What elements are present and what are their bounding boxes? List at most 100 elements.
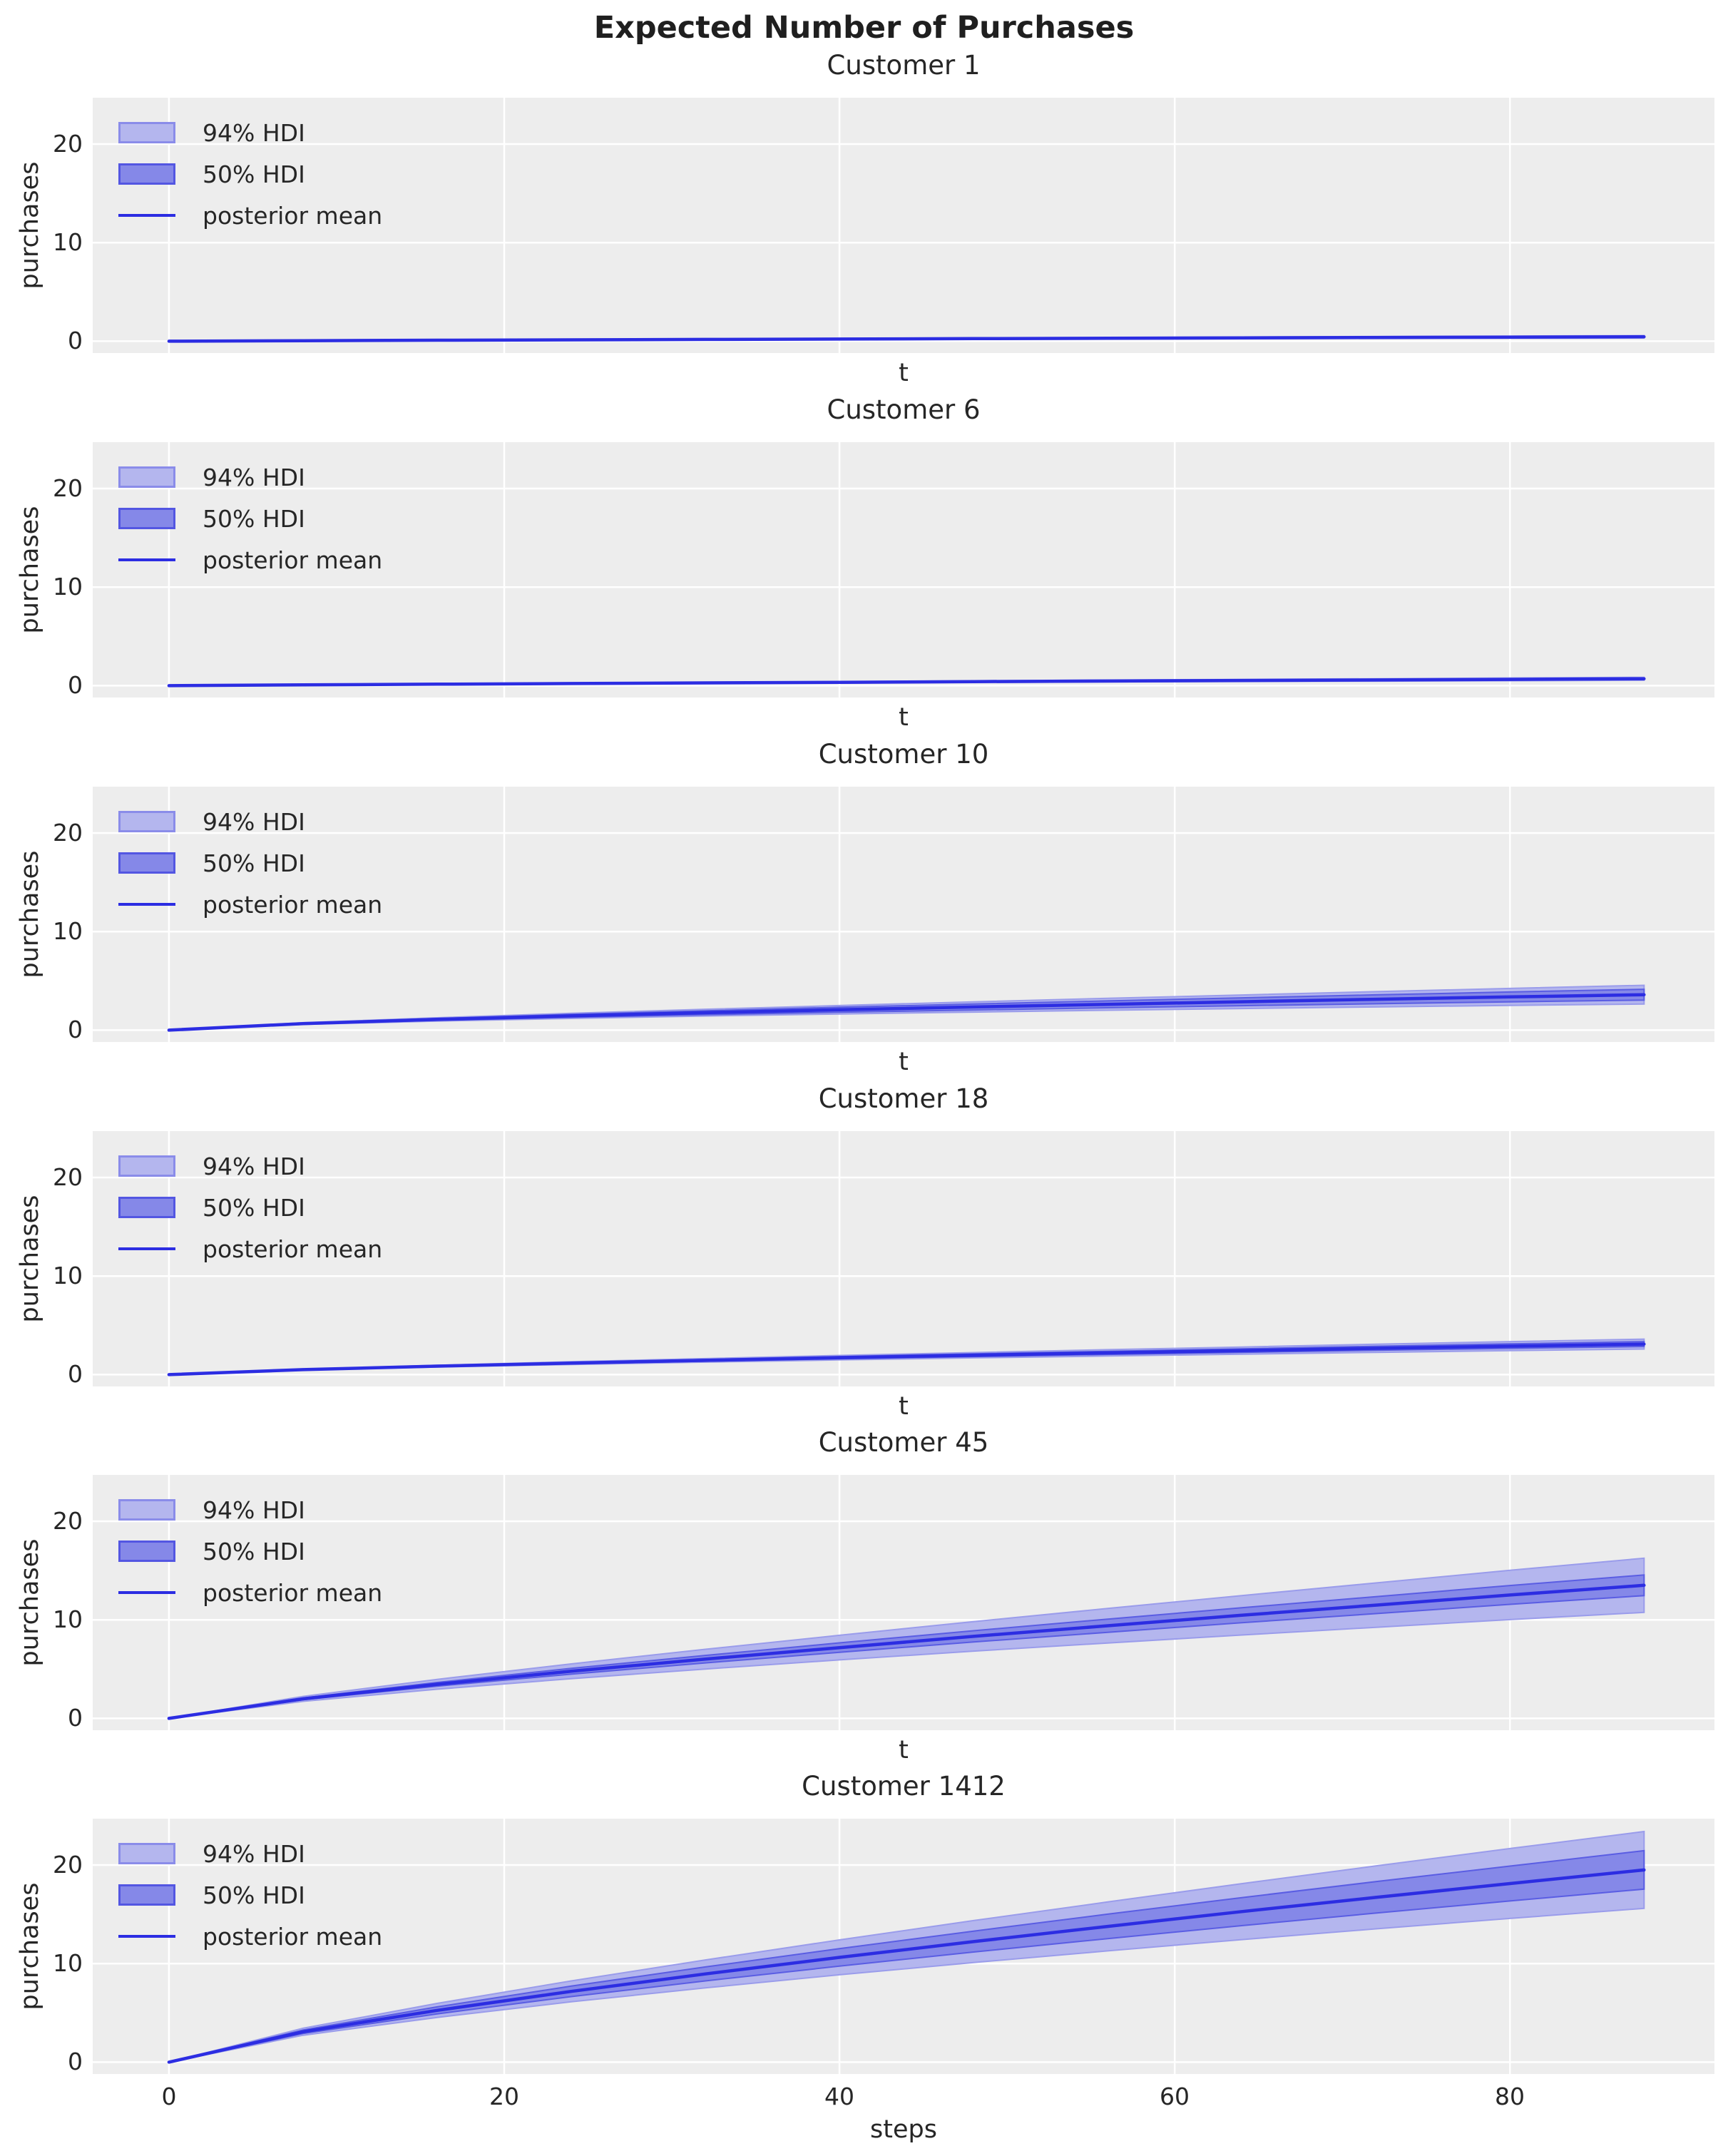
subplot-title: Customer 10 (818, 739, 989, 770)
y-axis-label: purchases (16, 1195, 44, 1323)
legend-label: 94% HDI (203, 1839, 305, 1868)
legend-label: 50% HDI (203, 1881, 305, 1909)
hdi94-swatch-icon (118, 466, 175, 488)
plot-area: 94% HDI 50% HDI posterior mean (93, 1475, 1714, 1730)
legend-label: 50% HDI (203, 1193, 305, 1222)
plot-area: 94% HDI 50% HDI posterior mean (93, 98, 1714, 353)
legend-label: 94% HDI (203, 1496, 305, 1524)
legend-label: 50% HDI (203, 160, 305, 188)
plot-area: 94% HDI 50% HDI posterior mean (93, 1819, 1714, 2074)
y-tick-label: 10 (53, 1949, 83, 1977)
legend: 94% HDI 50% HDI posterior mean (118, 112, 382, 236)
x-axis-label: t (899, 1392, 909, 1421)
legend: 94% HDI 50% HDI posterior mean (118, 1145, 382, 1269)
y-tick-label: 10 (53, 1605, 83, 1633)
legend-label: 94% HDI (203, 463, 305, 491)
y-tick-label: 10 (53, 1262, 83, 1289)
y-tick-label: 0 (68, 671, 83, 699)
legend-label: posterior mean (203, 890, 383, 919)
plot-area: 94% HDI 50% HDI posterior mean (93, 787, 1714, 1042)
legend-row-50-hdi: 50% HDI (118, 1874, 382, 1916)
mean-line-swatch-icon (118, 1591, 175, 1594)
legend-row-94-hdi: 94% HDI (118, 1489, 382, 1531)
hdi50-swatch-icon (118, 852, 175, 874)
x-tick-label: 80 (1495, 2083, 1525, 2110)
plot-canvas (93, 1819, 1714, 2074)
subplot-title: Customer 6 (827, 394, 981, 425)
y-axis-label: purchases (16, 850, 44, 979)
y-tick-label: 20 (53, 1163, 83, 1191)
mean-line-swatch-icon (118, 214, 175, 217)
legend-row-posterior-mean: posterior mean (118, 539, 382, 581)
y-tick-label: 20 (53, 819, 83, 847)
figure-title: Expected Number of Purchases (593, 10, 1135, 46)
y-tick-label: 0 (68, 327, 83, 354)
legend-row-posterior-mean: posterior mean (118, 1572, 382, 1613)
hdi94-swatch-icon (118, 1499, 175, 1521)
y-axis-label: purchases (16, 1538, 44, 1667)
x-tick-label: 40 (824, 2083, 854, 2110)
x-tick-label: 60 (1160, 2083, 1190, 2110)
mean-line-swatch-icon (118, 903, 175, 906)
legend-row-posterior-mean: posterior mean (118, 1916, 382, 1957)
legend-row-94-hdi: 94% HDI (118, 456, 382, 498)
hdi50-swatch-icon (118, 508, 175, 529)
x-tick-label: 20 (489, 2083, 519, 2110)
x-axis-label: steps (870, 2115, 937, 2144)
legend-row-posterior-mean: posterior mean (118, 195, 382, 236)
legend-label: 50% HDI (203, 504, 305, 533)
plot-canvas (93, 1131, 1714, 1386)
hdi94-swatch-icon (118, 1155, 175, 1177)
legend-label: posterior mean (203, 1235, 383, 1263)
legend-label: 94% HDI (203, 807, 305, 836)
legend-row-50-hdi: 50% HDI (118, 1187, 382, 1228)
x-axis-label: t (899, 359, 909, 387)
legend: 94% HDI 50% HDI posterior mean (118, 801, 382, 925)
hdi94-swatch-icon (118, 122, 175, 143)
y-tick-label: 0 (68, 1360, 83, 1388)
mean-line-swatch-icon (118, 1935, 175, 1938)
mean-line-swatch-icon (118, 1247, 175, 1250)
legend: 94% HDI 50% HDI posterior mean (118, 1833, 382, 1957)
x-axis-label: t (899, 1048, 909, 1076)
legend-row-50-hdi: 50% HDI (118, 1531, 382, 1572)
plot-canvas (93, 787, 1714, 1042)
y-tick-label: 0 (68, 1704, 83, 1732)
y-axis-label: purchases (16, 1882, 44, 2011)
y-tick-label: 0 (68, 1016, 83, 1043)
x-axis-label: t (899, 1736, 909, 1764)
hdi50-swatch-icon (118, 1541, 175, 1562)
subplot-title: Customer 45 (818, 1427, 989, 1458)
legend-label: posterior mean (203, 201, 383, 230)
legend-row-94-hdi: 94% HDI (118, 1145, 382, 1187)
plot-area: 94% HDI 50% HDI posterior mean (93, 442, 1714, 698)
legend-label: posterior mean (203, 1578, 383, 1607)
y-tick-label: 10 (53, 917, 83, 945)
hdi50-swatch-icon (118, 163, 175, 185)
legend-label: 94% HDI (203, 118, 305, 147)
legend-row-94-hdi: 94% HDI (118, 801, 382, 842)
legend-row-94-hdi: 94% HDI (118, 1833, 382, 1874)
y-axis-label: purchases (16, 506, 44, 634)
y-tick-label: 10 (53, 573, 83, 601)
y-tick-label: 20 (53, 474, 83, 502)
y-axis-label: purchases (16, 161, 44, 290)
legend-row-posterior-mean: posterior mean (118, 1228, 382, 1269)
subplot-title: Customer 18 (818, 1083, 989, 1114)
y-tick-label: 20 (53, 1507, 83, 1535)
legend: 94% HDI 50% HDI posterior mean (118, 456, 382, 581)
legend-row-50-hdi: 50% HDI (118, 498, 382, 539)
hdi94-swatch-icon (118, 1843, 175, 1864)
y-tick-label: 20 (53, 1851, 83, 1879)
legend-label: 50% HDI (203, 849, 305, 877)
x-axis-label: t (899, 703, 909, 732)
legend-label: 94% HDI (203, 1152, 305, 1180)
y-tick-label: 0 (68, 2048, 83, 2075)
plot-area: 94% HDI 50% HDI posterior mean (93, 1131, 1714, 1386)
subplot-title: Customer 1412 (802, 1771, 1006, 1802)
hdi50-swatch-icon (118, 1884, 175, 1906)
legend-label: posterior mean (203, 546, 383, 574)
y-tick-label: 20 (53, 130, 83, 158)
legend-row-posterior-mean: posterior mean (118, 884, 382, 925)
legend: 94% HDI 50% HDI posterior mean (118, 1489, 382, 1613)
